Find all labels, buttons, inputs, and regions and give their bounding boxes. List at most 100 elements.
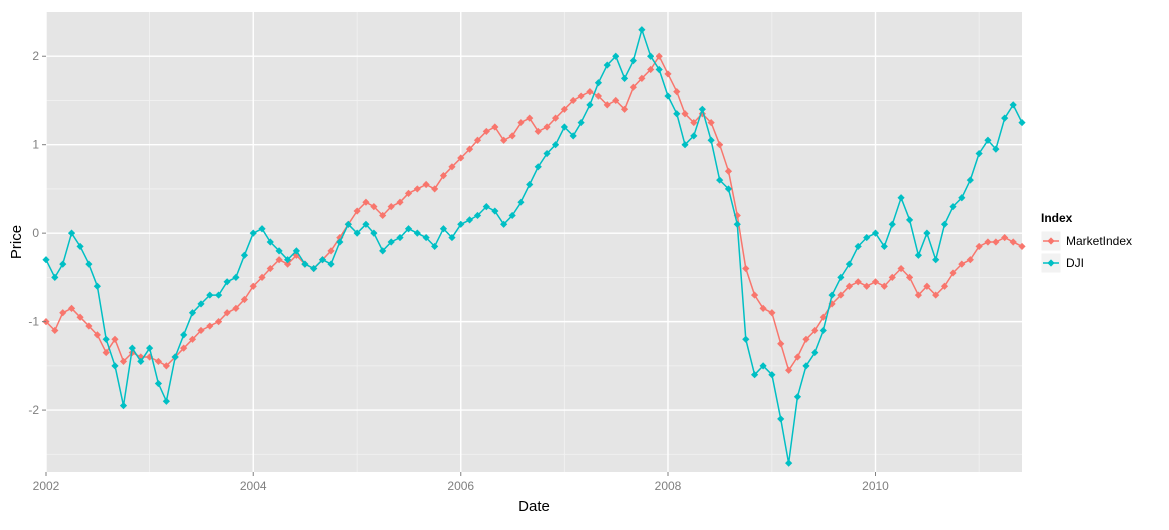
data-point — [750, 291, 759, 299]
data-point — [482, 203, 490, 211]
data-point — [370, 203, 378, 211]
data-point — [612, 96, 620, 105]
data-point — [845, 282, 853, 290]
data-point — [396, 233, 404, 242]
data-point — [733, 220, 741, 228]
data-point — [146, 344, 154, 352]
data-point — [180, 344, 188, 352]
data-point — [759, 362, 767, 370]
data-point — [206, 291, 214, 299]
data-point — [768, 371, 776, 379]
data-point — [837, 291, 845, 299]
data-point — [620, 105, 629, 113]
plot-panel — [46, 12, 1022, 472]
data-point — [379, 211, 387, 220]
y-tick-label: 2 — [32, 49, 39, 63]
data-point — [93, 331, 101, 339]
data-point — [162, 362, 170, 370]
data-point — [188, 309, 197, 317]
data-point — [629, 57, 637, 65]
data-point — [240, 251, 249, 259]
data-point — [1009, 101, 1017, 109]
data-point — [275, 256, 283, 264]
data-point — [154, 357, 163, 366]
data-point — [457, 220, 465, 228]
legend-key-marker — [1047, 237, 1055, 245]
data-point — [310, 264, 318, 273]
data-point — [413, 229, 421, 237]
data-point — [448, 233, 456, 242]
x-tick-label: 2010 — [862, 479, 889, 493]
data-point — [914, 251, 922, 259]
data-point — [500, 136, 508, 144]
data-point — [647, 52, 655, 60]
data-point — [793, 353, 802, 361]
data-point — [362, 198, 370, 206]
data-point — [482, 127, 490, 136]
data-point — [932, 291, 940, 299]
data-point — [871, 278, 880, 286]
data-point — [793, 393, 802, 401]
data-point — [673, 110, 681, 118]
data-point — [491, 123, 499, 131]
data-point — [560, 123, 568, 131]
data-point — [777, 415, 785, 423]
data-point — [517, 198, 525, 206]
data-point — [180, 331, 188, 339]
data-point — [465, 216, 474, 224]
data-point — [154, 379, 163, 388]
data-point — [500, 220, 508, 228]
data-point — [1001, 114, 1009, 122]
data-point — [457, 154, 465, 162]
data-point — [629, 83, 637, 91]
data-point — [51, 273, 59, 281]
data-point — [690, 118, 698, 127]
data-point — [647, 65, 655, 74]
data-point — [638, 74, 646, 82]
data-point — [301, 260, 309, 268]
data-point — [914, 291, 922, 299]
data-point — [594, 79, 603, 87]
data-point — [404, 225, 413, 233]
data-point — [258, 225, 266, 233]
data-point — [888, 273, 896, 281]
data-point — [508, 132, 516, 140]
data-point — [171, 353, 179, 361]
data-point — [681, 141, 689, 149]
data-point — [819, 313, 827, 321]
data-point — [439, 172, 448, 180]
data-point — [137, 357, 145, 366]
data-point — [439, 225, 448, 233]
x-axis-label: Date — [518, 498, 550, 515]
series-layer — [42, 26, 1026, 467]
data-point — [750, 371, 759, 379]
data-point — [603, 61, 611, 69]
data-point — [232, 273, 240, 281]
data-point — [958, 194, 966, 202]
data-point — [85, 322, 93, 330]
data-point — [707, 118, 715, 127]
data-point — [932, 256, 940, 264]
data-point — [1018, 242, 1026, 251]
data-point — [655, 52, 663, 60]
data-point — [638, 26, 646, 34]
data-point — [992, 145, 1000, 153]
data-point — [698, 105, 706, 113]
data-point — [854, 242, 862, 251]
legend-key-marker — [1047, 259, 1055, 267]
data-point — [854, 278, 862, 286]
data-point — [777, 340, 785, 348]
data-point — [111, 362, 119, 370]
data-point — [215, 318, 223, 326]
data-point — [85, 260, 93, 268]
data-point — [76, 313, 84, 321]
data-point — [871, 229, 880, 237]
data-point — [1009, 238, 1017, 246]
data-point — [966, 256, 974, 264]
data-point — [673, 88, 681, 96]
data-point — [940, 282, 949, 290]
data-point — [923, 282, 931, 290]
data-point — [958, 260, 966, 268]
data-point — [327, 247, 335, 255]
data-point — [811, 348, 819, 357]
